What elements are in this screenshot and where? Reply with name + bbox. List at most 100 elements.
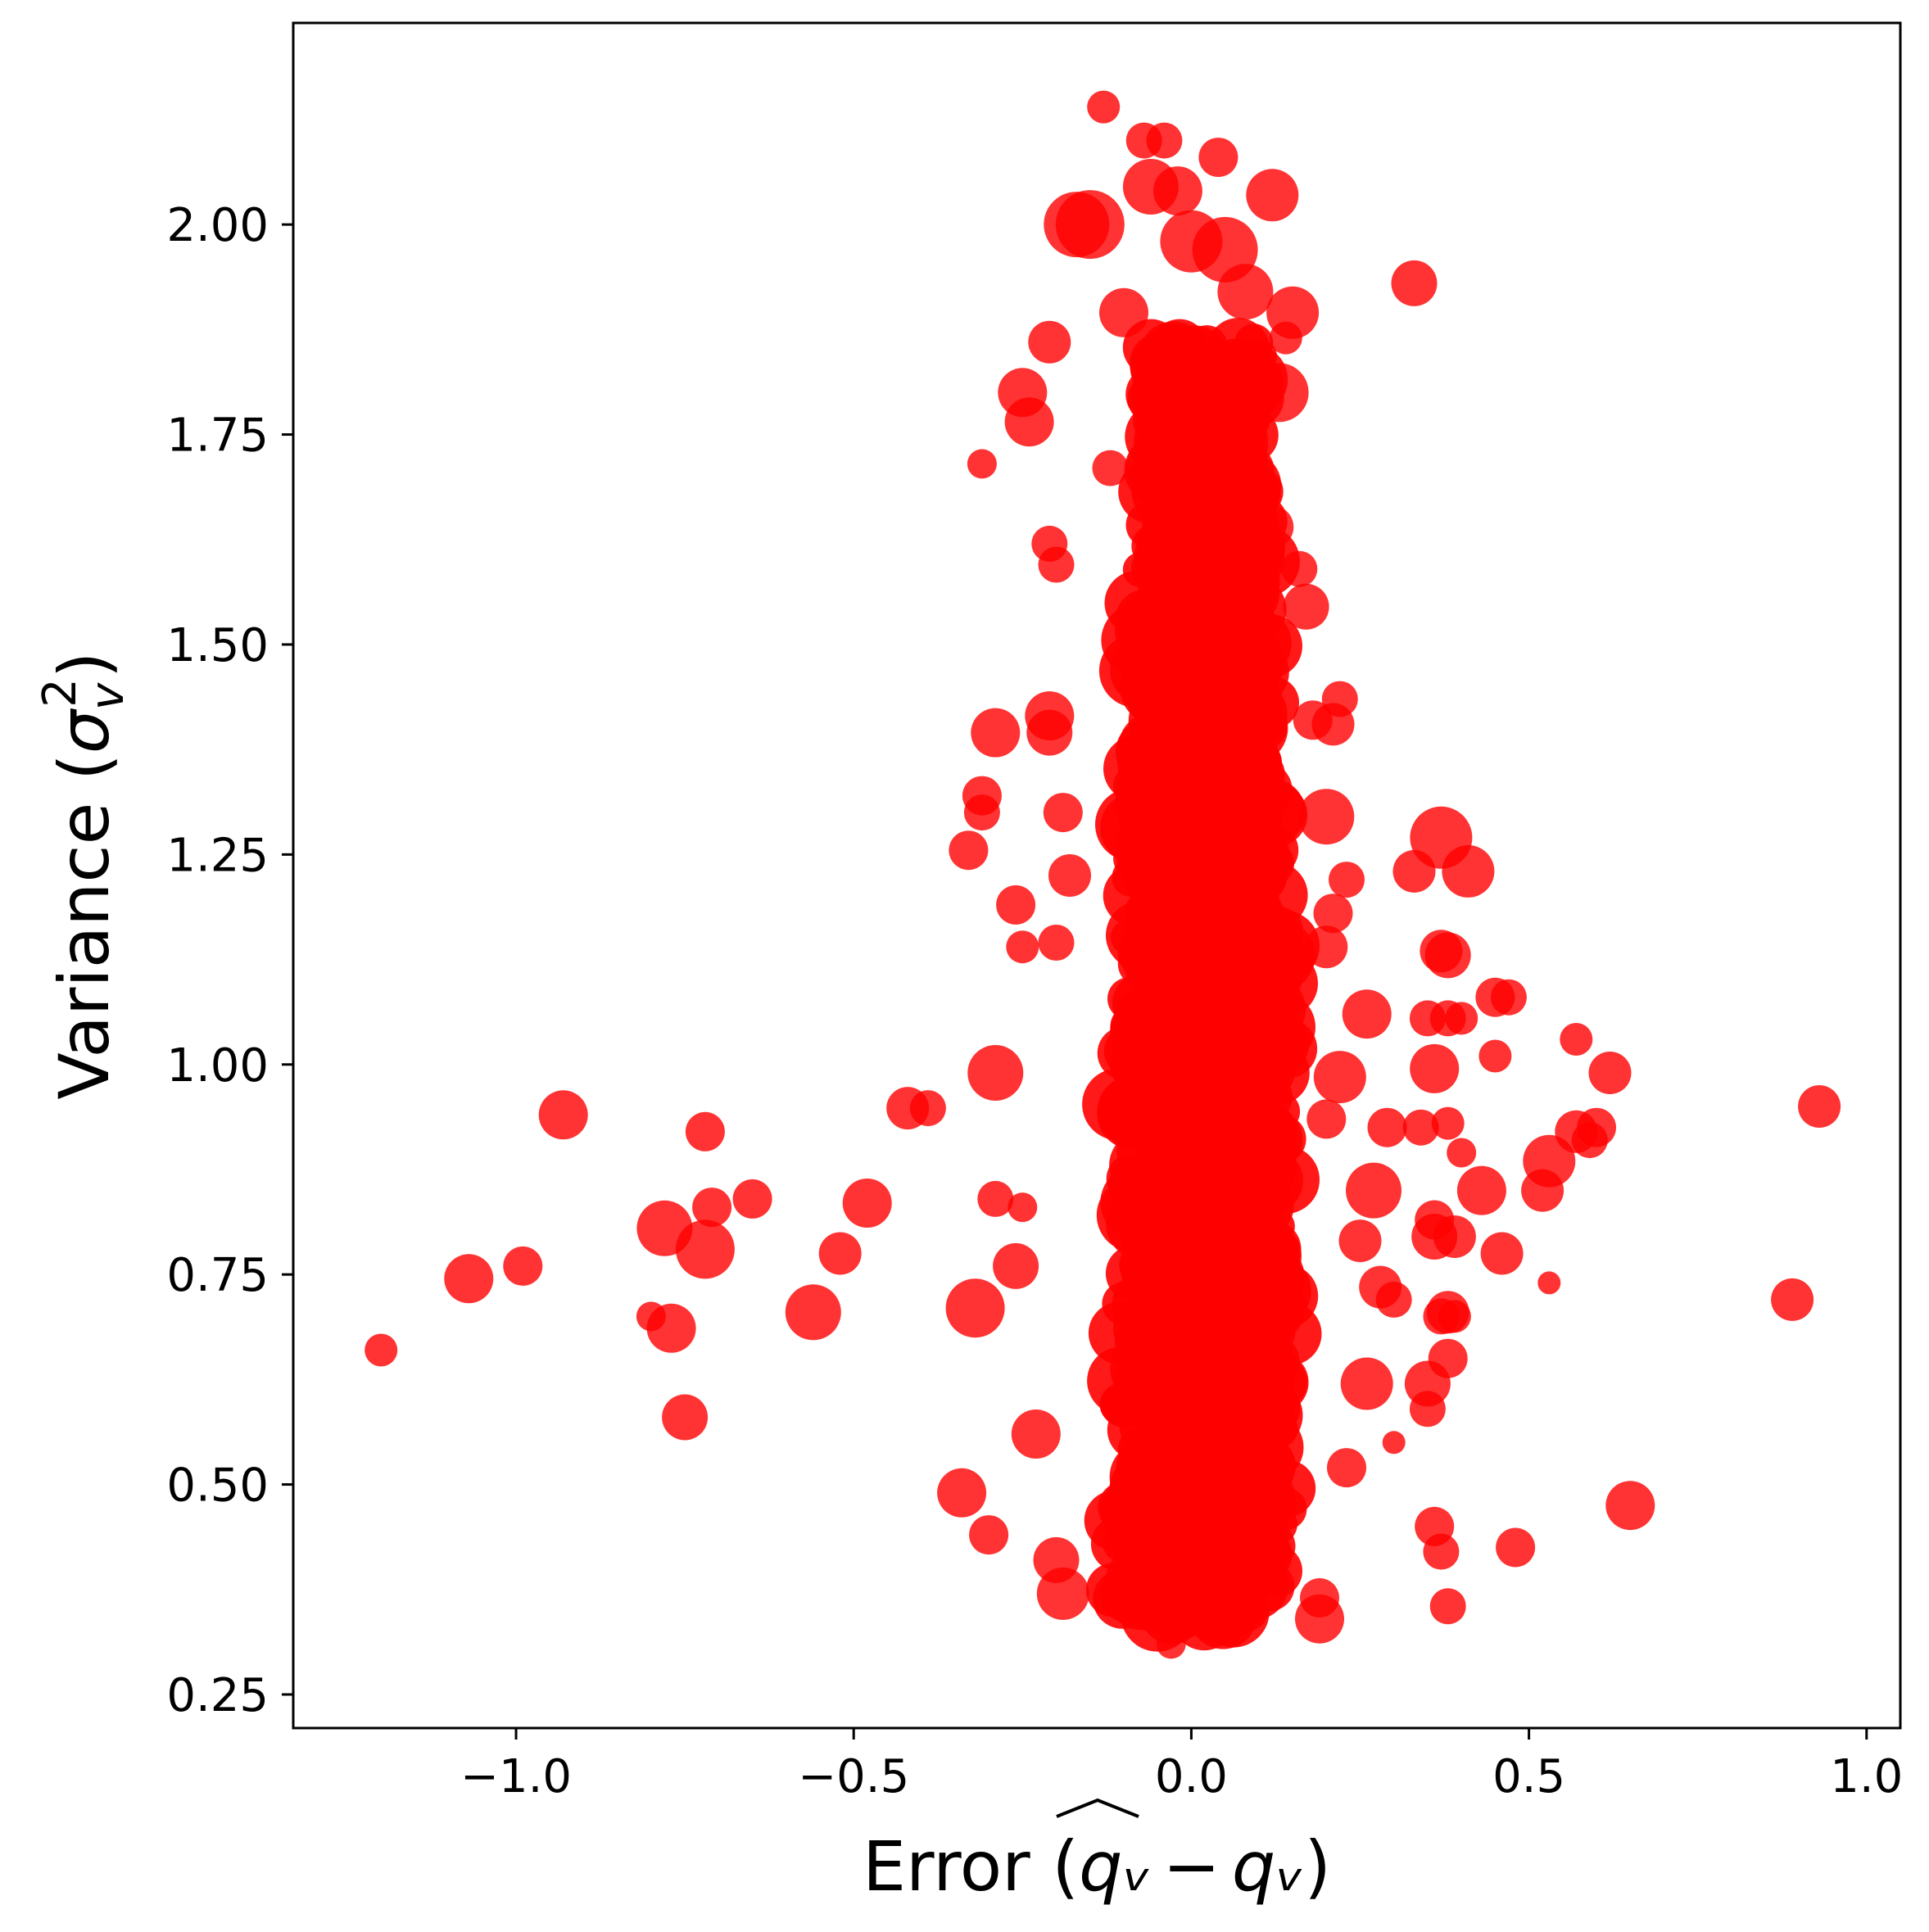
data-point — [1367, 1107, 1407, 1147]
data-point — [1146, 122, 1183, 159]
cluster-point — [1207, 516, 1242, 551]
data-point — [1447, 1138, 1477, 1168]
data-point — [1588, 1052, 1632, 1094]
data-point — [1306, 1099, 1347, 1139]
data-point — [1605, 1481, 1655, 1531]
cluster-point — [1182, 987, 1229, 1034]
data-point — [1321, 681, 1358, 717]
cluster-point — [1157, 938, 1192, 973]
cluster-point — [1110, 1089, 1162, 1142]
data-point — [967, 1045, 1024, 1101]
cluster-point — [1264, 1487, 1307, 1531]
data-point — [1478, 1039, 1512, 1073]
y-tick-label: 0.25 — [166, 1669, 269, 1722]
data-point — [1338, 1219, 1382, 1263]
data-point — [503, 1246, 543, 1286]
data-point — [1423, 1533, 1460, 1570]
cluster-point — [1220, 1264, 1263, 1307]
data-point — [1028, 320, 1071, 364]
cluster-point — [1270, 1286, 1306, 1323]
data-point — [1571, 1122, 1608, 1159]
cluster-point — [1168, 375, 1224, 432]
data-point — [949, 830, 989, 871]
cluster-point — [1129, 601, 1173, 645]
data-point — [1036, 1567, 1089, 1620]
y-tick-label: 1.00 — [166, 1039, 269, 1093]
y-tick-label: 1.50 — [166, 619, 269, 672]
data-point — [732, 1179, 772, 1219]
cluster-point — [1128, 1297, 1175, 1346]
data-point — [1329, 862, 1365, 898]
x-tick-label: −0.5 — [798, 1750, 909, 1803]
data-point — [685, 1111, 725, 1152]
y-axis-title: Variance (σv2) — [34, 651, 134, 1099]
data-point — [1560, 1023, 1593, 1056]
cluster-point — [1123, 1577, 1159, 1613]
data-point — [1342, 989, 1392, 1039]
data-point — [962, 776, 1002, 816]
cluster-point — [1137, 554, 1196, 613]
data-point — [444, 1254, 494, 1304]
x-tick-label: 0.5 — [1492, 1750, 1565, 1803]
cluster-point — [1222, 1127, 1288, 1192]
y-tick-label: 1.25 — [166, 829, 269, 882]
dense-cluster-layer — [1082, 318, 1322, 1652]
cluster-point — [1230, 817, 1274, 860]
data-point — [998, 368, 1048, 418]
cluster-point — [1148, 1375, 1202, 1429]
cluster-point — [1157, 503, 1194, 541]
data-point — [1523, 1134, 1576, 1188]
data-point — [945, 1278, 1005, 1338]
data-point — [1313, 894, 1353, 934]
cluster-point — [1195, 1374, 1266, 1446]
data-point — [365, 1333, 398, 1367]
data-point — [1409, 1391, 1446, 1428]
data-point — [662, 1394, 709, 1441]
data-point — [996, 885, 1036, 925]
cluster-point — [1197, 1575, 1270, 1648]
cluster-point — [1120, 1519, 1159, 1558]
data-point — [1431, 1106, 1465, 1140]
data-point — [1456, 1165, 1506, 1215]
data-point — [675, 1219, 735, 1279]
data-point — [1496, 1527, 1536, 1568]
data-point — [1269, 321, 1302, 355]
data-point — [971, 708, 1021, 758]
data-point — [692, 1188, 732, 1228]
data-point — [1198, 138, 1238, 178]
data-point — [1087, 90, 1121, 124]
cluster-point — [1157, 1593, 1198, 1633]
data-point — [842, 1179, 892, 1228]
cluster-point — [1240, 568, 1279, 607]
points-layer — [365, 90, 1841, 1659]
cluster-point — [1259, 1091, 1301, 1133]
cluster-point — [1215, 451, 1282, 518]
cluster-point — [1251, 986, 1295, 1030]
cluster-point — [1153, 1150, 1217, 1214]
data-point — [1442, 844, 1495, 898]
data-point — [1340, 1357, 1393, 1410]
data-point — [1375, 1281, 1412, 1318]
y-tick-label: 1.75 — [166, 409, 269, 463]
data-point — [1382, 1431, 1406, 1455]
data-point — [1055, 190, 1125, 260]
cluster-point — [1112, 971, 1180, 1038]
cluster-point — [1139, 1448, 1198, 1507]
data-point — [1011, 1409, 1061, 1459]
x-axis: −1.0 −0.5 0.0 0.5 1.0 — [460, 1728, 1903, 1803]
y-tick-label: 2.00 — [166, 199, 269, 252]
y-axis: 0.25 0.50 0.75 1.00 1.25 1.50 1.75 2.00 — [166, 199, 293, 1722]
data-point — [1298, 789, 1355, 845]
data-point — [967, 449, 997, 479]
data-point — [818, 1232, 862, 1275]
cluster-point — [1180, 753, 1235, 808]
cluster-point — [1205, 1044, 1241, 1079]
data-point — [1327, 1448, 1366, 1488]
data-point — [977, 1180, 1014, 1217]
data-point — [538, 1090, 588, 1140]
data-point — [1429, 1588, 1466, 1625]
data-point — [785, 1284, 841, 1341]
data-point — [1006, 930, 1039, 964]
cluster-point — [1237, 863, 1279, 904]
